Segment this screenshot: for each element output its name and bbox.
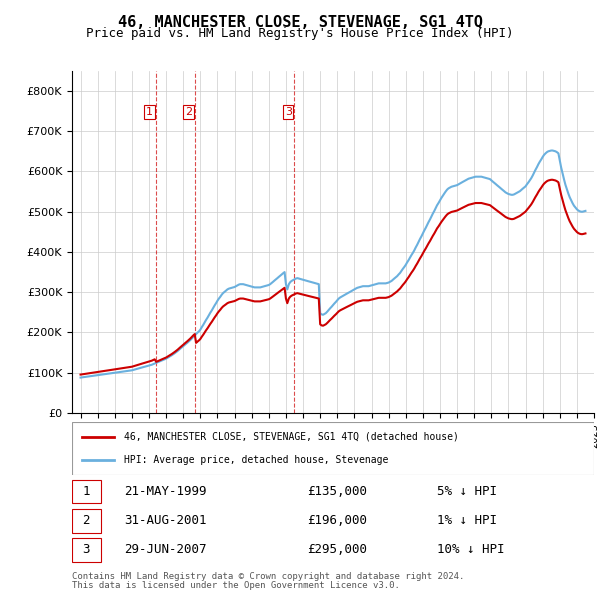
Text: 3: 3 bbox=[285, 107, 292, 117]
Text: HPI: Average price, detached house, Stevenage: HPI: Average price, detached house, Stev… bbox=[124, 455, 389, 465]
Text: 1: 1 bbox=[82, 485, 90, 498]
Text: £135,000: £135,000 bbox=[307, 485, 367, 498]
Text: £196,000: £196,000 bbox=[307, 514, 367, 527]
FancyBboxPatch shape bbox=[72, 422, 594, 475]
Text: 31-AUG-2001: 31-AUG-2001 bbox=[124, 514, 206, 527]
Text: 29-JUN-2007: 29-JUN-2007 bbox=[124, 543, 206, 556]
Text: 46, MANCHESTER CLOSE, STEVENAGE, SG1 4TQ: 46, MANCHESTER CLOSE, STEVENAGE, SG1 4TQ bbox=[118, 15, 482, 30]
Text: 5% ↓ HPI: 5% ↓ HPI bbox=[437, 485, 497, 498]
Text: Price paid vs. HM Land Registry's House Price Index (HPI): Price paid vs. HM Land Registry's House … bbox=[86, 27, 514, 40]
Text: 1: 1 bbox=[146, 107, 153, 117]
Text: 46, MANCHESTER CLOSE, STEVENAGE, SG1 4TQ (detached house): 46, MANCHESTER CLOSE, STEVENAGE, SG1 4TQ… bbox=[124, 432, 459, 442]
Text: Contains HM Land Registry data © Crown copyright and database right 2024.: Contains HM Land Registry data © Crown c… bbox=[72, 572, 464, 581]
Text: 3: 3 bbox=[82, 543, 90, 556]
Text: 21-MAY-1999: 21-MAY-1999 bbox=[124, 485, 206, 498]
Text: This data is licensed under the Open Government Licence v3.0.: This data is licensed under the Open Gov… bbox=[72, 581, 400, 590]
Text: 1% ↓ HPI: 1% ↓ HPI bbox=[437, 514, 497, 527]
FancyBboxPatch shape bbox=[72, 538, 101, 562]
FancyBboxPatch shape bbox=[72, 480, 101, 503]
FancyBboxPatch shape bbox=[72, 509, 101, 533]
Text: £295,000: £295,000 bbox=[307, 543, 367, 556]
Text: 2: 2 bbox=[82, 514, 90, 527]
Text: 2: 2 bbox=[185, 107, 192, 117]
Text: 10% ↓ HPI: 10% ↓ HPI bbox=[437, 543, 505, 556]
